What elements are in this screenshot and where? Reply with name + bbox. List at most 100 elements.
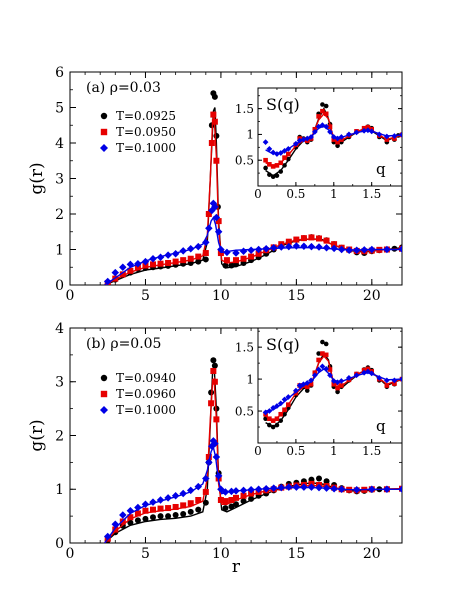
data-point <box>308 234 315 241</box>
data-point <box>127 267 134 274</box>
inset-x-label: q <box>376 160 386 178</box>
data-point <box>141 257 150 266</box>
data-point <box>156 496 165 504</box>
data-point <box>179 489 187 498</box>
data-point <box>157 260 164 267</box>
data-point <box>195 253 202 260</box>
data-point <box>217 245 225 254</box>
x-tick-label: 0.5 <box>286 444 305 458</box>
data-point <box>254 245 263 254</box>
data-point <box>365 124 371 130</box>
data-point <box>285 483 293 491</box>
data-point <box>346 374 352 381</box>
data-point <box>100 390 108 398</box>
data-point <box>262 484 270 493</box>
data-point <box>376 374 383 381</box>
x-tick-label: 1.5 <box>362 444 381 458</box>
x-tick-label: 10 <box>212 546 230 562</box>
data-point <box>319 363 326 370</box>
data-point <box>172 503 179 510</box>
data-point <box>211 439 219 448</box>
data-point <box>228 497 235 503</box>
data-point <box>119 511 127 519</box>
data-point <box>331 381 337 387</box>
x-tick-label: 20 <box>363 546 381 562</box>
data-point <box>270 424 276 430</box>
y-tick-label: 4 <box>55 321 64 337</box>
data-point <box>352 486 361 494</box>
legend-label: T=0.1000 <box>116 141 176 155</box>
data-point <box>277 243 286 251</box>
data-point <box>339 383 344 388</box>
data-point <box>255 250 262 257</box>
data-point <box>100 406 108 414</box>
data-point <box>194 482 203 491</box>
data-point <box>100 128 108 136</box>
data-point <box>346 131 352 138</box>
data-point <box>316 357 321 363</box>
data-point <box>282 411 287 417</box>
data-point <box>281 148 288 154</box>
data-point <box>202 238 210 247</box>
data-point <box>353 372 360 379</box>
data-point <box>277 400 284 407</box>
legend-label: T=0.0925 <box>116 109 176 123</box>
data-point <box>293 387 299 394</box>
data-point <box>205 211 212 217</box>
data-point <box>205 454 212 460</box>
data-point <box>111 520 120 528</box>
data-point <box>384 383 390 388</box>
data-point <box>247 246 255 254</box>
y-tick-label: 5 <box>55 100 64 116</box>
data-point <box>149 254 157 263</box>
data-point <box>103 532 112 541</box>
data-point <box>391 377 398 384</box>
data-point <box>315 243 323 251</box>
inset: 0 0.5 1 1.5 0.5 1 1.5 S(q) q <box>235 87 403 201</box>
data-point <box>281 396 288 403</box>
data-point <box>304 384 310 390</box>
data-point <box>263 157 268 163</box>
legend: T=0.0940 T=0.0960 T=0.1000 <box>100 371 176 417</box>
data-point <box>285 242 293 251</box>
data-point <box>311 128 318 135</box>
data-point <box>361 127 367 134</box>
data-point <box>232 487 240 495</box>
data-point <box>202 499 209 506</box>
data-point <box>263 165 268 171</box>
data-point <box>292 242 301 250</box>
data-point <box>360 246 369 254</box>
data-point <box>103 277 112 285</box>
y-axis-label: g(r) <box>27 419 47 451</box>
data-point <box>266 145 273 152</box>
data-point <box>150 261 156 268</box>
data-point <box>262 139 269 146</box>
data-point <box>208 389 215 396</box>
x-axis-label: r <box>232 557 241 577</box>
x-tick-label: 0 <box>66 288 75 304</box>
x-tick-label: 10 <box>212 288 230 304</box>
y-tick-label: 2 <box>55 428 64 444</box>
data-point <box>172 512 179 519</box>
legend-item: T=0.1000 <box>100 403 176 417</box>
data-point <box>285 238 292 245</box>
data-point <box>233 494 239 501</box>
data-point <box>150 506 156 513</box>
data-point <box>368 245 376 254</box>
series-group <box>103 90 402 285</box>
data-point <box>180 510 187 517</box>
data-point <box>398 485 402 493</box>
data-point <box>320 351 325 356</box>
y-tick-label: 4 <box>55 136 64 152</box>
data-point <box>141 500 150 509</box>
data-point <box>278 169 284 174</box>
data-point <box>274 163 280 168</box>
data-point <box>180 502 187 509</box>
data-point <box>172 258 179 265</box>
data-point <box>392 381 397 386</box>
x-tick-label: 15 <box>287 288 305 304</box>
inset: 0 0.5 1 1.5 0.5 1 1.5 S(q) q <box>235 327 403 458</box>
data-point <box>331 241 338 248</box>
data-point <box>111 268 120 277</box>
data-point <box>211 362 218 369</box>
